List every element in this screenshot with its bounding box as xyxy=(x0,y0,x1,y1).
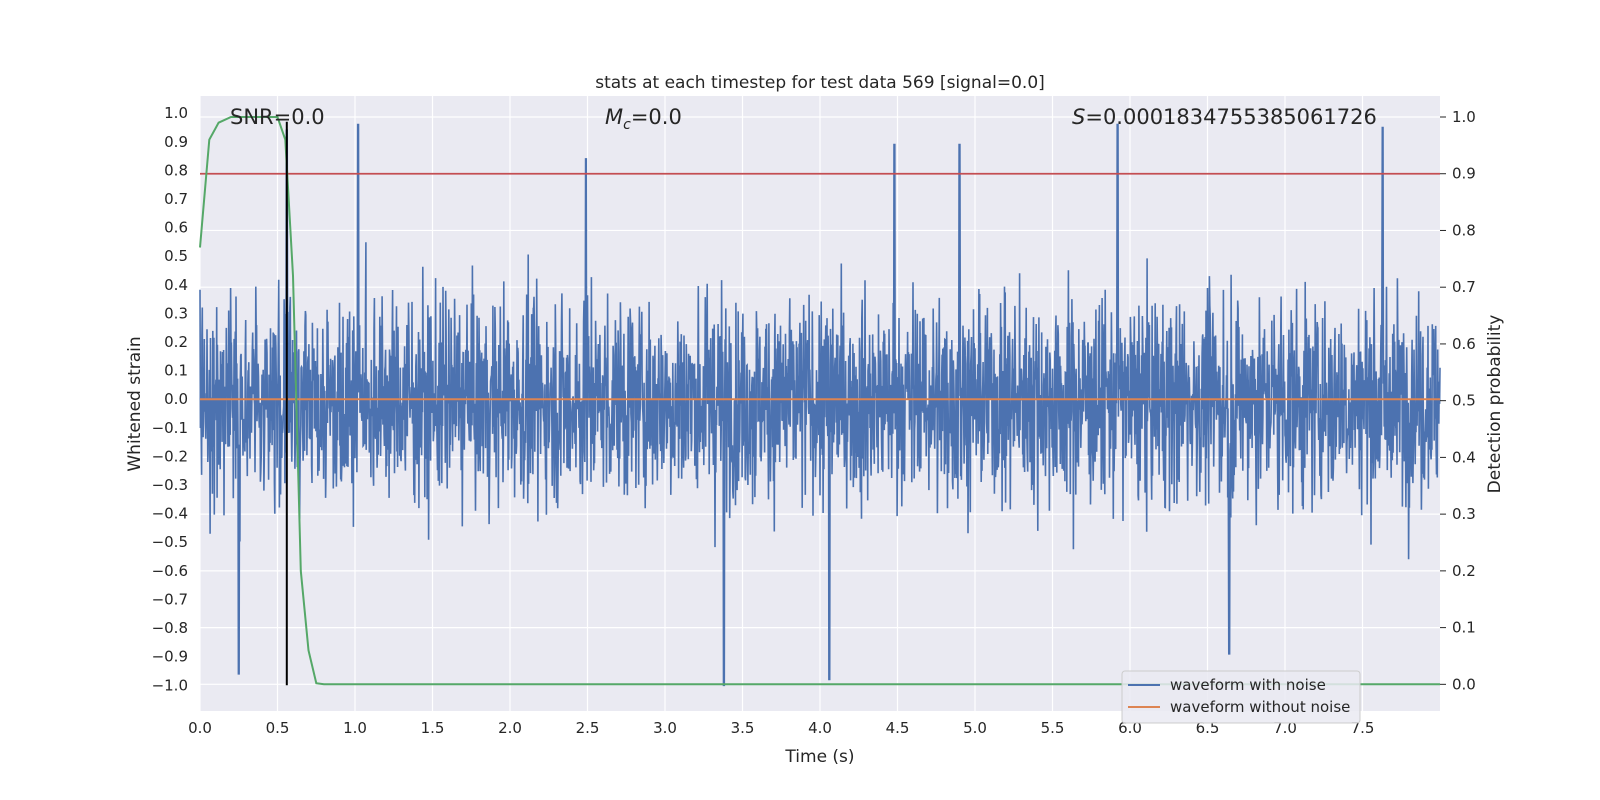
chart-title: stats at each timestep for test data 569… xyxy=(595,73,1045,93)
x-tick-label: 5.0 xyxy=(963,719,987,737)
probability-line xyxy=(199,116,1440,686)
y-tick-label: −0.5 xyxy=(152,533,188,551)
x-tick-label: 2.5 xyxy=(576,719,600,737)
x-tick-label: 0.5 xyxy=(266,719,290,737)
y-tick-label: 0.3 xyxy=(164,304,188,322)
y2-tick-label: 0.6 xyxy=(1452,335,1476,353)
x-tick-label: 5.5 xyxy=(1041,719,1065,737)
y-tick-label: 0.8 xyxy=(164,161,188,179)
y2-tick-label: 0.0 xyxy=(1452,675,1476,693)
y-tick-label: 0.7 xyxy=(164,190,188,208)
y-tick-label: 0.6 xyxy=(164,219,188,237)
y-tick-label: −0.4 xyxy=(152,505,188,523)
s-symbol: S xyxy=(1072,105,1085,129)
legend-box xyxy=(1121,670,1361,724)
y2-tick-label: 0.8 xyxy=(1452,221,1476,239)
x-tick-label: 3.5 xyxy=(731,719,755,737)
y2-axis-ticks: 1.0 0.9 0.8 0.7 0.6 0.5 0.4 0.3 0.2 0.1 0.0 xyxy=(1440,108,1476,693)
snr-annotation: SNR=0.0 xyxy=(230,105,325,129)
y-tick-label: −0.9 xyxy=(152,648,188,666)
x-tick-label: 4.0 xyxy=(808,719,832,737)
chirp-mass-annotation: Mc=0.0 xyxy=(605,105,682,133)
y2-tick-label: 0.2 xyxy=(1452,562,1476,580)
x-axis-label: Time (s) xyxy=(784,747,854,767)
x-axis-ticks: 0.0 0.5 1.0 1.5 2.0 2.5 3.0 3.5 4.0 4.5 5.0 5.5 6.0 6… xyxy=(188,719,1374,737)
detection-probability-series xyxy=(199,116,1440,686)
y-tick-label: 0.9 xyxy=(164,133,188,151)
y-tick-label: −0.3 xyxy=(152,476,188,494)
mc-value: =0.0 xyxy=(631,105,682,129)
y-tick-label: 1.0 xyxy=(164,104,188,122)
legend-label-noise: waveform with noise xyxy=(1170,676,1326,694)
y2-axis-label: Detection probability xyxy=(1485,315,1505,494)
y-tick-label: 0.1 xyxy=(164,362,188,380)
y-axis-ticks: 1.0 0.9 0.8 0.7 0.6 0.5 0.4 0.3 0.2 0.1 0.0 −0.1 −0.… xyxy=(152,104,188,694)
y2-tick-label: 0.7 xyxy=(1452,278,1476,296)
x-tick-label: 4.5 xyxy=(886,719,910,737)
y2-tick-label: 0.5 xyxy=(1452,392,1476,410)
y-tick-label: −0.7 xyxy=(152,590,188,608)
y-tick-label: −0.8 xyxy=(152,619,188,637)
y-tick-label: −0.1 xyxy=(152,419,188,437)
y-tick-label: −0.2 xyxy=(152,447,188,465)
y-tick-label: 0.5 xyxy=(164,247,188,265)
x-tick-label: 1.5 xyxy=(421,719,445,737)
x-tick-label: 1.0 xyxy=(343,719,367,737)
y-tick-label: −1.0 xyxy=(152,676,188,694)
y2-tick-label: 0.1 xyxy=(1452,619,1476,637)
y2-tick-label: 0.9 xyxy=(1452,165,1476,183)
y2-tick-label: 0.4 xyxy=(1452,448,1476,466)
mc-symbol: M xyxy=(605,105,623,129)
y-tick-label: −0.6 xyxy=(152,562,188,580)
s-value: =0.0001834755385061726 xyxy=(1085,105,1377,129)
y-tick-label: 0.4 xyxy=(164,276,188,294)
x-tick-label: 2.0 xyxy=(498,719,522,737)
s-annotation: S=0.0001834755385061726 xyxy=(1072,105,1377,129)
mc-subscript: c xyxy=(623,117,631,133)
y-axis-label: Whitened strain xyxy=(125,336,145,471)
y2-tick-label: 1.0 xyxy=(1452,108,1476,126)
legend-label-clean: waveform without noise xyxy=(1170,698,1350,716)
legend: waveform with noise waveform without noi… xyxy=(1121,670,1361,724)
x-tick-label: 0.0 xyxy=(188,719,212,737)
y-tick-label: 0.2 xyxy=(164,333,188,351)
y-tick-label: 0.0 xyxy=(164,390,188,408)
x-tick-label: 3.0 xyxy=(653,719,677,737)
y2-tick-label: 0.3 xyxy=(1452,505,1476,523)
